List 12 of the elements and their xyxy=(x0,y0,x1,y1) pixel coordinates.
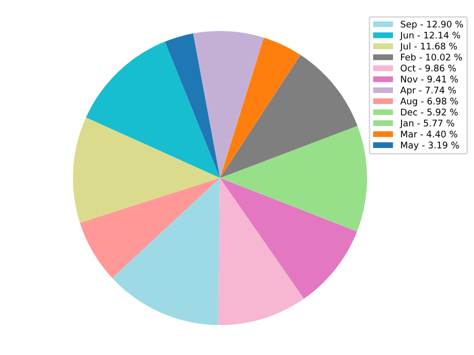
legend-label: Dec - 5.92 % xyxy=(401,108,458,116)
legend-label: Jan - 5.77 % xyxy=(400,120,454,128)
legend-label: Nov - 9.41 % xyxy=(401,76,458,83)
legend-label: May - 3.19 % xyxy=(401,142,459,150)
legend-label: Oct - 9.86 % xyxy=(400,64,456,72)
legend-label: Apr - 7.74 % xyxy=(400,86,456,96)
legend-label: Sep - 12.90 % xyxy=(400,20,464,30)
legend-label: Jun - 12.14 % xyxy=(400,32,460,40)
legend-label: Feb - 10.02 % xyxy=(401,54,462,61)
legend-label: Mar - 4.40 % xyxy=(401,130,458,138)
legend-label: Jul - 11.68 % xyxy=(400,42,457,52)
legend-label: Aug - 6.98 % xyxy=(400,98,458,106)
